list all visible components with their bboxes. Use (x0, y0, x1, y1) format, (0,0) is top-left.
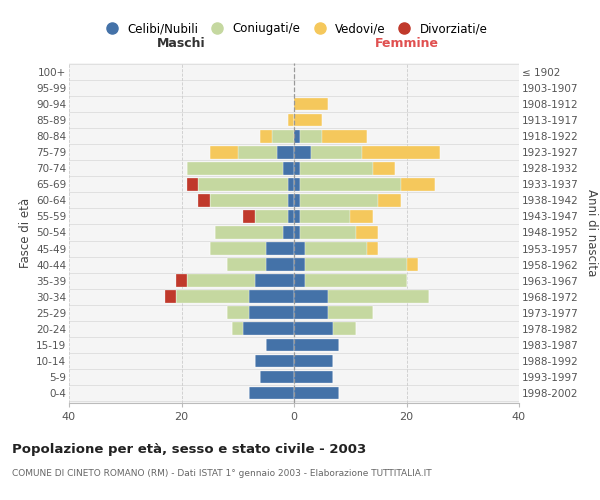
Bar (209, 194, 289, 206)
Y-axis label: Fasce di età: Fasce di età (19, 198, 32, 268)
Bar (328, 306, 373, 319)
Bar (249, 306, 294, 319)
Bar (294, 354, 334, 367)
Bar (294, 322, 334, 335)
Bar (227, 258, 266, 271)
Bar (244, 322, 294, 335)
Bar (305, 258, 407, 271)
Bar (407, 258, 418, 271)
Bar (299, 130, 322, 142)
Bar (356, 226, 379, 239)
Bar (294, 386, 339, 399)
Bar (294, 146, 311, 158)
Y-axis label: Anni di nascita: Anni di nascita (585, 189, 598, 276)
Bar (322, 130, 367, 142)
Bar (299, 226, 356, 239)
Bar (328, 290, 429, 303)
Bar (227, 306, 249, 319)
Bar (294, 130, 299, 142)
Bar (305, 274, 407, 287)
Bar (294, 114, 322, 126)
Bar (289, 178, 294, 190)
Bar (294, 274, 305, 287)
Bar (289, 194, 294, 206)
Bar (277, 146, 294, 158)
Bar (379, 194, 401, 206)
Bar (254, 354, 294, 367)
Bar (254, 274, 294, 287)
Bar (334, 322, 356, 335)
Bar (299, 210, 350, 222)
Bar (294, 242, 305, 255)
Bar (266, 242, 294, 255)
Text: COMUNE DI CINETO ROMANO (RM) - Dati ISTAT 1° gennaio 2003 - Elaborazione TUTTITA: COMUNE DI CINETO ROMANO (RM) - Dati ISTA… (12, 469, 431, 478)
Bar (294, 178, 299, 190)
Bar (238, 146, 277, 158)
Bar (289, 114, 294, 126)
Bar (367, 242, 379, 255)
Bar (294, 162, 299, 174)
Bar (244, 210, 254, 222)
Bar (176, 274, 187, 287)
Bar (299, 194, 379, 206)
Bar (294, 98, 328, 110)
Bar (187, 162, 283, 174)
Bar (311, 146, 361, 158)
Bar (294, 258, 305, 271)
Bar (266, 338, 294, 351)
Bar (289, 210, 294, 222)
Bar (215, 226, 283, 239)
Bar (294, 370, 334, 383)
Bar (271, 130, 294, 142)
Text: Femmine: Femmine (374, 36, 439, 50)
Bar (373, 162, 395, 174)
Bar (254, 210, 289, 222)
Legend: Celibi/Nubili, Coniugati/e, Vedovi/e, Divorziati/e: Celibi/Nubili, Coniugati/e, Vedovi/e, Di… (95, 18, 493, 40)
Text: Maschi: Maschi (157, 36, 206, 50)
Bar (294, 194, 299, 206)
Bar (305, 242, 367, 255)
Bar (266, 258, 294, 271)
Bar (294, 338, 339, 351)
Bar (260, 370, 294, 383)
Bar (164, 290, 176, 303)
Bar (187, 178, 199, 190)
Bar (283, 162, 294, 174)
Bar (199, 178, 289, 190)
Bar (299, 178, 401, 190)
Bar (401, 178, 434, 190)
Bar (283, 226, 294, 239)
Bar (361, 146, 440, 158)
Bar (209, 242, 266, 255)
Bar (187, 274, 254, 287)
Bar (294, 306, 328, 319)
Bar (260, 130, 271, 142)
Bar (232, 322, 244, 335)
Bar (294, 290, 328, 303)
Bar (249, 290, 294, 303)
Bar (294, 210, 299, 222)
Bar (294, 226, 299, 239)
Bar (350, 210, 373, 222)
Bar (209, 146, 238, 158)
Text: Popolazione per età, sesso e stato civile - 2003: Popolazione per età, sesso e stato civil… (12, 442, 366, 456)
Bar (199, 194, 209, 206)
Bar (299, 162, 373, 174)
Bar (176, 290, 249, 303)
Bar (249, 386, 294, 399)
